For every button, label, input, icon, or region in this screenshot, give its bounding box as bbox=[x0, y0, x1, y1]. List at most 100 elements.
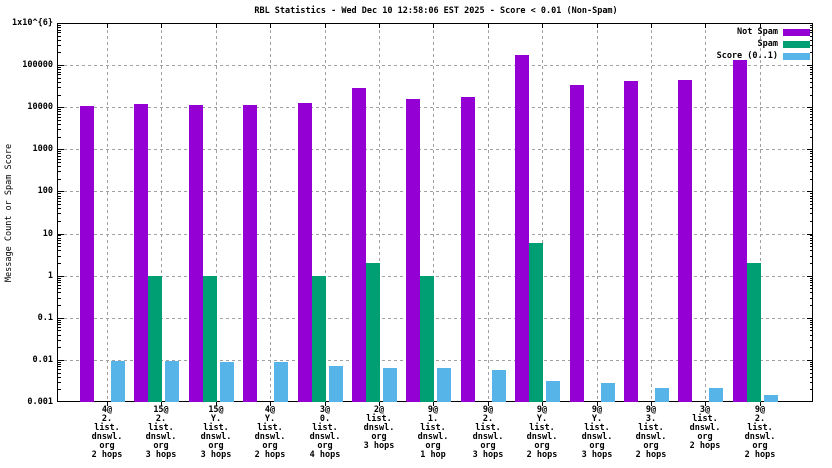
y-minor-tick bbox=[58, 213, 61, 214]
y-minor-tick bbox=[58, 204, 61, 205]
y-minor-tick bbox=[58, 263, 61, 264]
x-tick-label-line: dnswl. bbox=[91, 432, 123, 442]
gridline-vertical bbox=[325, 24, 326, 402]
x-tick-label-line: dnswl. bbox=[689, 423, 721, 433]
y-tick-label: 1 bbox=[47, 271, 53, 281]
x-tick-label-line: 2. bbox=[482, 414, 494, 424]
x-tick-label-line: 4@ bbox=[264, 405, 276, 415]
x-tick-label-line: org bbox=[752, 441, 768, 451]
x-tick-label-line: dnswl. bbox=[200, 432, 232, 442]
y-minor-tick bbox=[58, 78, 61, 79]
x-tick-label: 4@ Y. list. dnswl. org 2 hops bbox=[242, 406, 298, 460]
y-minor-tick bbox=[58, 153, 61, 154]
bar-not-spam bbox=[134, 104, 148, 402]
bar-score-0-1 bbox=[220, 362, 234, 402]
y-minor-tick bbox=[58, 256, 61, 257]
y-minor-tick bbox=[810, 78, 813, 79]
y-minor-tick bbox=[810, 347, 813, 348]
gridline-horizontal bbox=[58, 360, 813, 361]
x-tick-label-line: 2. bbox=[754, 414, 766, 424]
y-major-tick bbox=[807, 318, 813, 319]
y-minor-tick bbox=[810, 27, 813, 28]
legend-swatch bbox=[783, 41, 810, 48]
y-minor-tick bbox=[58, 111, 61, 112]
x-tick-label-line: 3@ bbox=[319, 405, 331, 415]
x-tick-label-line: dnswl. bbox=[363, 423, 395, 433]
legend-label: Score (0..1) bbox=[716, 51, 778, 61]
x-tick-label-line: list. bbox=[692, 414, 718, 424]
x-tick bbox=[107, 402, 108, 406]
y-minor-tick bbox=[810, 366, 813, 367]
y-minor-tick bbox=[810, 240, 813, 241]
x-tick-label-line: 3. bbox=[645, 414, 657, 424]
gridline-horizontal bbox=[58, 276, 813, 277]
x-tick-label-line: Y. bbox=[536, 414, 548, 424]
x-tick bbox=[161, 24, 162, 28]
x-tick-label-line: dnswl. bbox=[635, 432, 667, 442]
y-tick-label: 0.01 bbox=[32, 355, 53, 365]
y-minor-tick bbox=[810, 278, 813, 279]
y-minor-tick bbox=[58, 369, 61, 370]
y-minor-tick bbox=[810, 382, 813, 383]
y-minor-tick bbox=[58, 240, 61, 241]
x-tick-label-line: org bbox=[425, 441, 441, 451]
bar-score-0-1 bbox=[492, 370, 506, 402]
x-tick bbox=[651, 402, 652, 406]
x-tick-label-line: 9@ bbox=[645, 405, 657, 415]
y-minor-tick bbox=[58, 389, 61, 390]
y-minor-tick bbox=[58, 40, 61, 41]
y-minor-tick bbox=[58, 87, 61, 88]
x-tick-label-line: dnswl. bbox=[145, 432, 177, 442]
bar-not-spam bbox=[406, 99, 420, 402]
bar-not-spam bbox=[570, 85, 584, 402]
y-minor-tick bbox=[58, 32, 61, 33]
bar-not-spam bbox=[80, 106, 94, 402]
x-tick-label-line: 1. bbox=[427, 414, 439, 424]
x-tick-label: 9@ 1. list. dnswl. org 1 hop bbox=[405, 406, 461, 460]
y-minor-tick bbox=[810, 320, 813, 321]
y-minor-tick bbox=[58, 196, 61, 197]
y-minor-tick bbox=[58, 280, 61, 281]
x-tick-label-line: list. bbox=[257, 423, 283, 433]
bar-not-spam bbox=[189, 105, 203, 402]
x-tick-label-line: list. bbox=[638, 423, 664, 433]
x-tick-label-line: org bbox=[589, 441, 605, 451]
x-tick-label-line: 3 hops bbox=[145, 450, 177, 460]
y-minor-tick bbox=[810, 151, 813, 152]
x-tick-label-line: 1 hop bbox=[420, 450, 446, 460]
x-tick bbox=[379, 24, 380, 28]
x-tick-label-line: dnswl. bbox=[472, 432, 504, 442]
bar-spam bbox=[747, 263, 761, 402]
y-minor-tick bbox=[58, 238, 61, 239]
x-tick-label-line: 0. bbox=[319, 414, 331, 424]
y-minor-tick bbox=[58, 162, 61, 163]
x-tick bbox=[705, 24, 706, 28]
y-minor-tick bbox=[810, 159, 813, 160]
y-minor-tick bbox=[810, 213, 813, 214]
y-minor-tick bbox=[58, 159, 61, 160]
bar-score-0-1 bbox=[601, 383, 615, 402]
y-minor-tick bbox=[58, 52, 61, 53]
x-tick bbox=[325, 402, 326, 406]
bar-spam bbox=[312, 276, 326, 402]
x-tick-label: 9@ 2. list. dnswl. org 3 hops bbox=[460, 406, 516, 460]
y-minor-tick bbox=[58, 320, 61, 321]
y-minor-tick bbox=[58, 120, 61, 121]
x-tick-label-line: list. bbox=[203, 423, 229, 433]
x-tick-label: 9@ 2. list. dnswl. org 2 hops bbox=[732, 406, 788, 460]
y-minor-tick bbox=[58, 36, 61, 37]
y-minor-tick bbox=[810, 292, 813, 293]
y-minor-tick bbox=[58, 30, 61, 31]
gridline-horizontal bbox=[58, 107, 813, 108]
bar-not-spam bbox=[624, 81, 638, 402]
x-tick-label-line: org bbox=[697, 432, 713, 442]
bar-not-spam bbox=[733, 60, 747, 402]
y-minor-tick bbox=[58, 324, 61, 325]
x-tick bbox=[270, 24, 271, 28]
gridline-horizontal bbox=[58, 65, 813, 66]
x-tick-label-line: 2 hops bbox=[689, 441, 721, 451]
y-minor-tick bbox=[810, 322, 813, 323]
y-tick-label: 0.1 bbox=[37, 313, 53, 323]
x-tick bbox=[542, 24, 543, 28]
y-minor-tick bbox=[58, 156, 61, 157]
